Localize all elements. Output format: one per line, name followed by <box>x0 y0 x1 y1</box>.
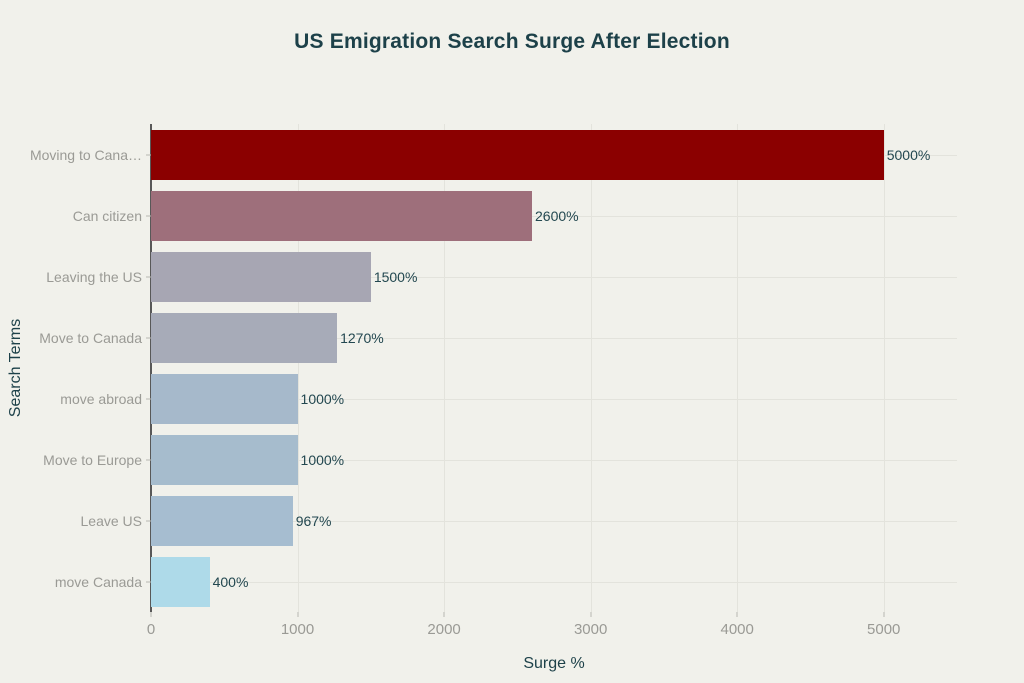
x-axis-tick-label: 1000 <box>280 621 315 638</box>
horizontal-gridline <box>151 581 957 583</box>
bar-row: 5000% <box>151 129 957 180</box>
bar-row: 1270% <box>151 312 957 363</box>
y-axis-tick <box>146 215 151 216</box>
vertical-gridline <box>444 124 446 612</box>
vertical-gridline <box>590 124 592 612</box>
y-axis-tick <box>146 337 151 338</box>
bar-value-label: 1000% <box>300 390 345 407</box>
bar <box>151 373 298 424</box>
bar-row: 967% <box>151 495 957 546</box>
x-axis-tick-label: 5000 <box>867 621 901 638</box>
y-axis-tick <box>146 276 151 277</box>
x-axis-tick-label: 4000 <box>720 621 754 638</box>
y-axis-label: Move to Canada <box>39 329 142 346</box>
bar-row: 1000% <box>151 434 957 485</box>
y-axis-label: Leave US <box>80 512 142 529</box>
bar-value-label: 1270% <box>340 329 384 346</box>
x-axis-title: Surge % <box>523 655 585 672</box>
y-axis-tick <box>146 398 151 399</box>
y-axis-label: Moving to Cana… <box>29 146 142 163</box>
bar <box>151 434 298 485</box>
bar-row: 400% <box>151 556 957 607</box>
horizontal-gridline <box>151 337 957 339</box>
y-axis-tick <box>146 581 151 582</box>
bar-row: 2600% <box>151 190 957 241</box>
x-axis-tick-label: 0 <box>146 621 156 638</box>
y-axis-tick <box>146 520 151 521</box>
chart-title: US Emigration Search Surge After Electio… <box>294 30 730 53</box>
x-axis-tick <box>150 612 152 617</box>
bar-value-label: 1500% <box>373 268 418 285</box>
y-axis-label: Move to Europe <box>43 451 142 468</box>
x-axis-tick <box>297 612 299 617</box>
y-axis-tick <box>146 459 151 460</box>
bar <box>151 556 210 607</box>
vertical-gridline <box>883 124 885 612</box>
plot-area: 5000% 2600% 1500% 1270% 1000% 1000% 967% 400% <box>150 124 957 612</box>
y-axis-label: Leaving the US <box>46 268 142 285</box>
bar-value-label: 400% <box>212 573 249 590</box>
vertical-gridline <box>297 124 299 612</box>
bar <box>151 251 371 302</box>
y-axis: Moving to Cana… Can citizen Leaving the US… <box>0 124 151 612</box>
bar <box>151 312 338 363</box>
x-axis-tick-label: 2000 <box>427 621 461 638</box>
vertical-gridline <box>737 124 739 612</box>
horizontal-gridline <box>151 215 957 217</box>
x-axis-tick-label: 3000 <box>573 621 608 638</box>
horizontal-gridline <box>151 276 957 278</box>
bar <box>151 190 533 241</box>
bar <box>151 129 884 180</box>
y-axis-label: Can citizen <box>72 207 142 224</box>
bar <box>151 495 293 546</box>
bar-value-label: 1000% <box>300 451 345 468</box>
bar-value-label: 5000% <box>886 146 931 163</box>
x-axis-tick <box>883 612 885 617</box>
y-axis-tick <box>146 154 151 155</box>
x-axis-tick <box>443 612 445 617</box>
x-axis: 0 1000 2000 3000 4000 5000 <box>147 612 957 652</box>
horizontal-gridline <box>151 459 957 461</box>
x-axis-tick <box>590 612 592 617</box>
zero-line <box>150 124 152 612</box>
y-axis-label: move Canada <box>54 573 142 590</box>
horizontal-gridline <box>151 398 957 400</box>
bar-value-label: 967% <box>295 512 332 529</box>
y-axis-label: move abroad <box>60 390 142 407</box>
bar-row: 1500% <box>151 251 957 302</box>
bar-value-label: 2600% <box>535 207 579 224</box>
horizontal-gridline <box>151 520 957 522</box>
x-axis-tick <box>736 612 738 617</box>
bar-row: 1000% <box>151 373 957 424</box>
